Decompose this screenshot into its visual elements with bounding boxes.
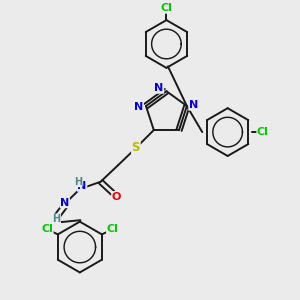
Text: N: N bbox=[154, 83, 164, 93]
Text: H: H bbox=[74, 177, 82, 187]
Text: N: N bbox=[189, 100, 198, 110]
Text: O: O bbox=[112, 192, 121, 202]
Text: H: H bbox=[52, 214, 61, 224]
Text: N: N bbox=[60, 198, 69, 208]
Text: Cl: Cl bbox=[106, 224, 119, 234]
Text: N: N bbox=[134, 102, 143, 112]
Text: Cl: Cl bbox=[160, 3, 172, 13]
Text: Cl: Cl bbox=[41, 224, 53, 234]
Text: N: N bbox=[77, 181, 87, 191]
Text: S: S bbox=[132, 142, 140, 154]
Text: Cl: Cl bbox=[257, 127, 269, 137]
